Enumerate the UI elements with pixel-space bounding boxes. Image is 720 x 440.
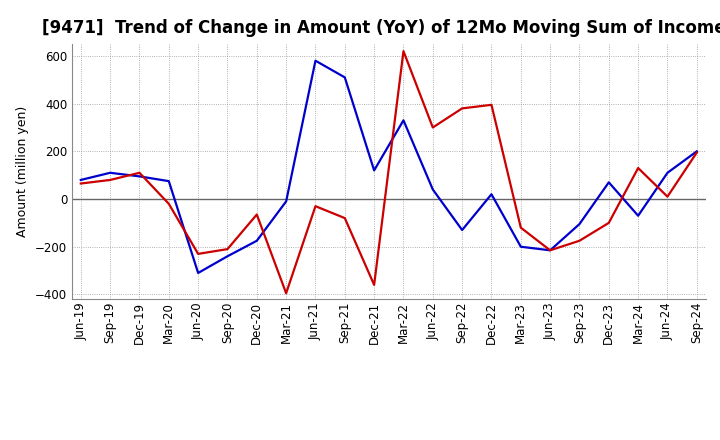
Ordinary Income xyxy=(634,213,642,218)
Net Income xyxy=(370,282,379,287)
Net Income xyxy=(399,48,408,54)
Net Income xyxy=(282,290,290,296)
Ordinary Income xyxy=(370,168,379,173)
Net Income xyxy=(76,181,85,186)
Net Income xyxy=(341,216,349,221)
Ordinary Income xyxy=(76,177,85,183)
Ordinary Income xyxy=(223,253,232,259)
Net Income xyxy=(605,220,613,226)
Net Income xyxy=(106,177,114,183)
Net Income xyxy=(135,170,144,176)
Ordinary Income xyxy=(135,174,144,179)
Ordinary Income xyxy=(341,75,349,80)
Net Income xyxy=(663,194,672,199)
Line: Ordinary Income: Ordinary Income xyxy=(81,61,697,273)
Ordinary Income xyxy=(164,179,173,184)
Net Income xyxy=(693,150,701,155)
Ordinary Income xyxy=(282,199,290,204)
Ordinary Income xyxy=(399,117,408,123)
Net Income xyxy=(575,238,584,243)
Ordinary Income xyxy=(575,221,584,227)
Net Income xyxy=(223,246,232,252)
Net Income xyxy=(311,204,320,209)
Ordinary Income xyxy=(605,180,613,185)
Net Income xyxy=(516,225,525,230)
Title: [9471]  Trend of Change in Amount (YoY) of 12Mo Moving Sum of Incomes: [9471] Trend of Change in Amount (YoY) o… xyxy=(42,19,720,37)
Ordinary Income xyxy=(663,170,672,176)
Net Income xyxy=(487,102,496,107)
Net Income xyxy=(428,125,437,130)
Ordinary Income xyxy=(516,244,525,249)
Ordinary Income xyxy=(106,170,114,176)
Ordinary Income xyxy=(428,187,437,192)
Net Income xyxy=(634,165,642,171)
Net Income xyxy=(253,212,261,217)
Ordinary Income xyxy=(311,58,320,63)
Y-axis label: Amount (million yen): Amount (million yen) xyxy=(17,106,30,237)
Ordinary Income xyxy=(546,248,554,253)
Net Income xyxy=(458,106,467,111)
Ordinary Income xyxy=(194,270,202,275)
Line: Net Income: Net Income xyxy=(81,51,697,293)
Net Income xyxy=(164,201,173,206)
Net Income xyxy=(546,248,554,253)
Legend: Ordinary Income, Net Income: Ordinary Income, Net Income xyxy=(229,439,549,440)
Ordinary Income xyxy=(253,238,261,243)
Ordinary Income xyxy=(487,191,496,197)
Ordinary Income xyxy=(693,149,701,154)
Net Income xyxy=(194,251,202,257)
Ordinary Income xyxy=(458,227,467,233)
